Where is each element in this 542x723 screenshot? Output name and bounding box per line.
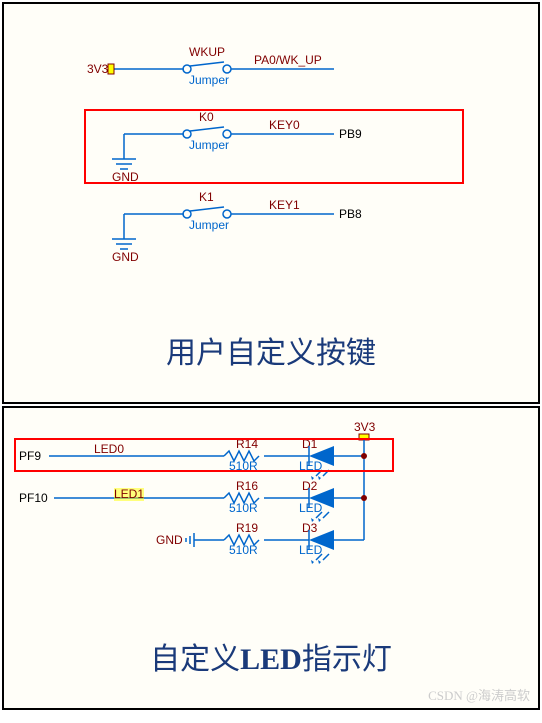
title-leds: 自定义LED指示灯: [4, 634, 538, 678]
net-gnd: GND: [156, 533, 183, 547]
net-led1: LED1: [114, 487, 144, 501]
panel-buttons: 3V3 WKUP Jumper PA0/WK_UP GND K0 Jumper …: [2, 2, 540, 404]
label-3v3: 3V3: [87, 62, 109, 76]
d2-val: LED: [299, 501, 323, 515]
label-wkup: WKUP: [189, 45, 225, 59]
net-wkup: PA0/WK_UP: [254, 53, 322, 67]
highlight-led0: [14, 438, 394, 472]
d2: D2: [302, 479, 318, 493]
label-3v3-led: 3V3: [354, 420, 376, 434]
highlight-k0: [84, 109, 464, 184]
d3-val: LED: [299, 543, 323, 557]
label-k1: K1: [199, 190, 214, 204]
watermark: CSDN @海涛高软: [428, 685, 530, 704]
r19-val: 510R: [229, 543, 258, 557]
r19: R19: [236, 521, 258, 535]
led-row-1: PF10 LED1 R16 510R D2 LED: [19, 479, 367, 522]
pin-pb8: PB8: [339, 207, 362, 221]
label-gnd-2: GND: [112, 250, 139, 264]
label-jumper-1: Jumper: [189, 73, 229, 87]
led-row-2: GND R19 510R D3 LED: [156, 521, 364, 564]
r16-val: 510R: [229, 501, 258, 515]
r16: R16: [236, 479, 258, 493]
title-buttons: 用户自定义按键: [4, 328, 538, 372]
circuit-k1: GND K1 Jumper KEY1 PB8: [112, 190, 362, 264]
net-key1: KEY1: [269, 198, 300, 212]
panel-leds: 3V3 PF9 LED0 R14 510R D1 LED PF10 LED1 R…: [2, 406, 540, 710]
label-jumper-3: Jumper: [189, 218, 229, 232]
d3: D3: [302, 521, 318, 535]
pin-pf10: PF10: [19, 491, 48, 505]
circuit-wkup: 3V3 WKUP Jumper PA0/WK_UP: [87, 45, 334, 87]
